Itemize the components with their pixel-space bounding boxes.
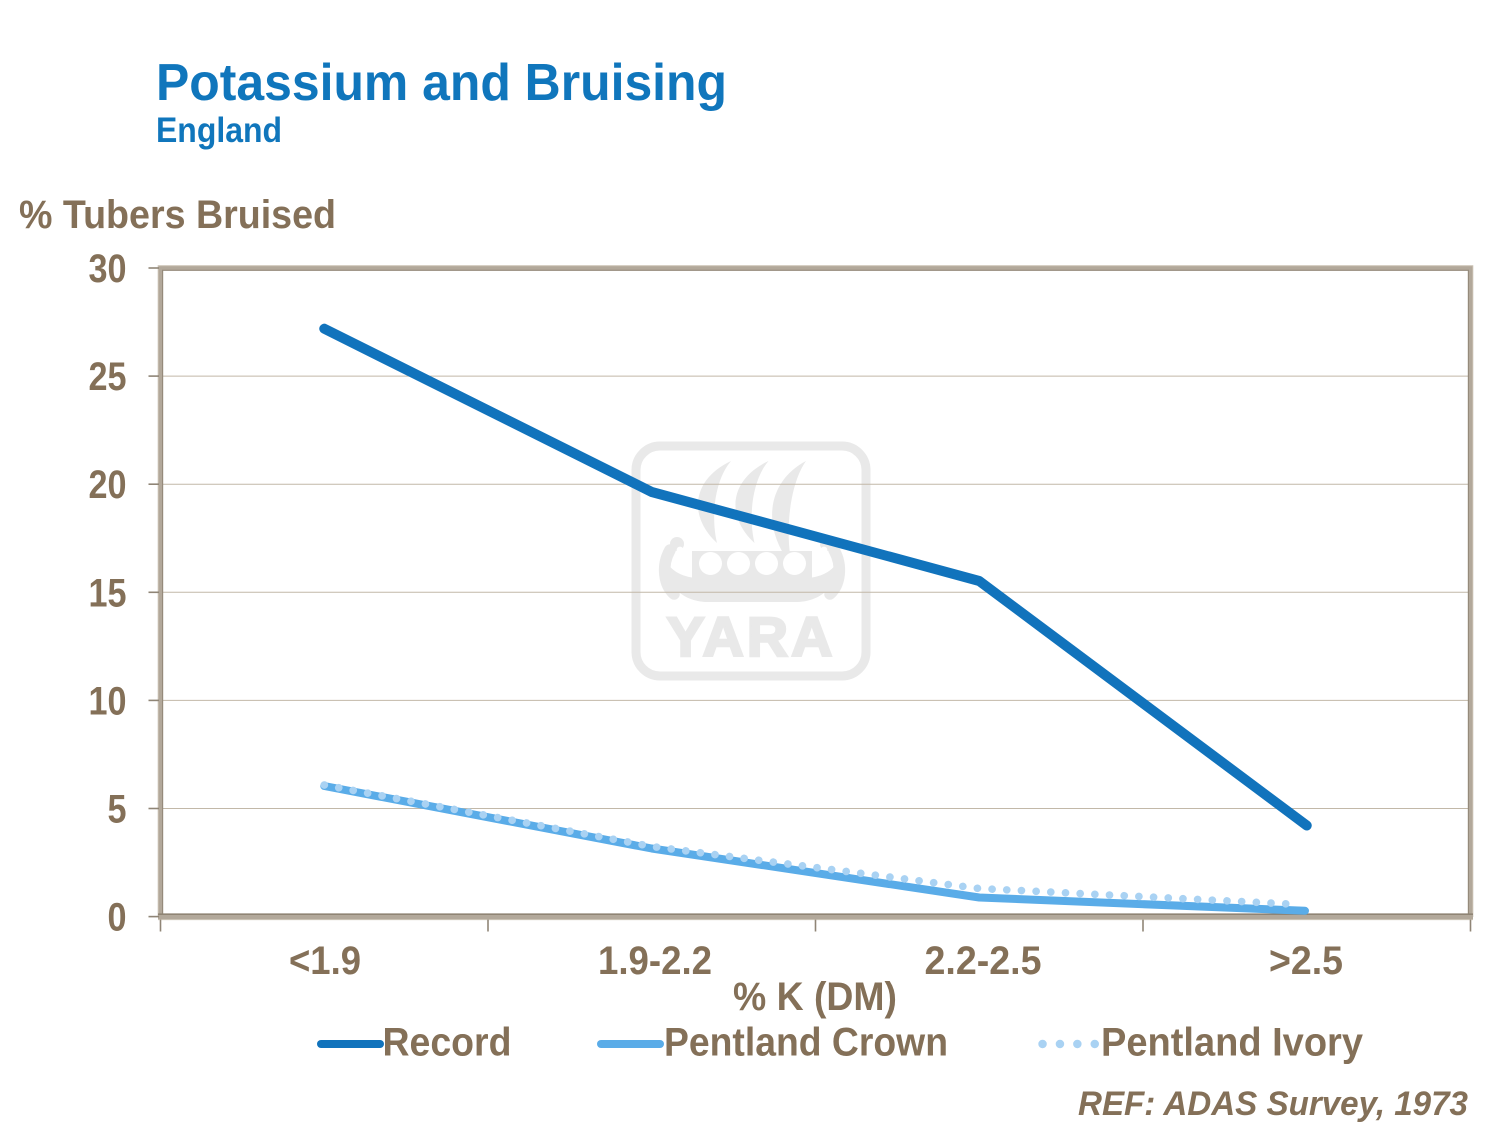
svg-text:<1.9: <1.9: [289, 939, 361, 983]
svg-text:30: 30: [89, 247, 127, 291]
svg-text:20: 20: [89, 463, 127, 507]
svg-text:10: 10: [89, 679, 127, 723]
svg-text:REF: ADAS Survey, 1973: REF: ADAS Survey, 1973: [1078, 1085, 1468, 1123]
svg-text:0: 0: [108, 896, 127, 940]
svg-text:England: England: [156, 111, 282, 150]
svg-text:15: 15: [89, 571, 127, 615]
svg-text:YARA: YARA: [667, 605, 836, 668]
svg-text:1.9-2.2: 1.9-2.2: [598, 939, 712, 983]
svg-text:5: 5: [108, 788, 127, 832]
svg-text:Record: Record: [383, 1021, 512, 1065]
svg-text:Pentland Ivory: Pentland Ivory: [1101, 1021, 1364, 1065]
svg-text:Pentland Crown: Pentland Crown: [664, 1021, 948, 1065]
svg-text:>2.5: >2.5: [1269, 939, 1343, 983]
svg-text:25: 25: [89, 355, 127, 399]
svg-text:Potassium and Bruising: Potassium and Bruising: [156, 54, 727, 112]
svg-text:2.2-2.5: 2.2-2.5: [925, 939, 1042, 983]
svg-text:% Tubers Bruised: % Tubers Bruised: [19, 193, 336, 237]
svg-text:% K (DM): % K (DM): [733, 975, 897, 1019]
